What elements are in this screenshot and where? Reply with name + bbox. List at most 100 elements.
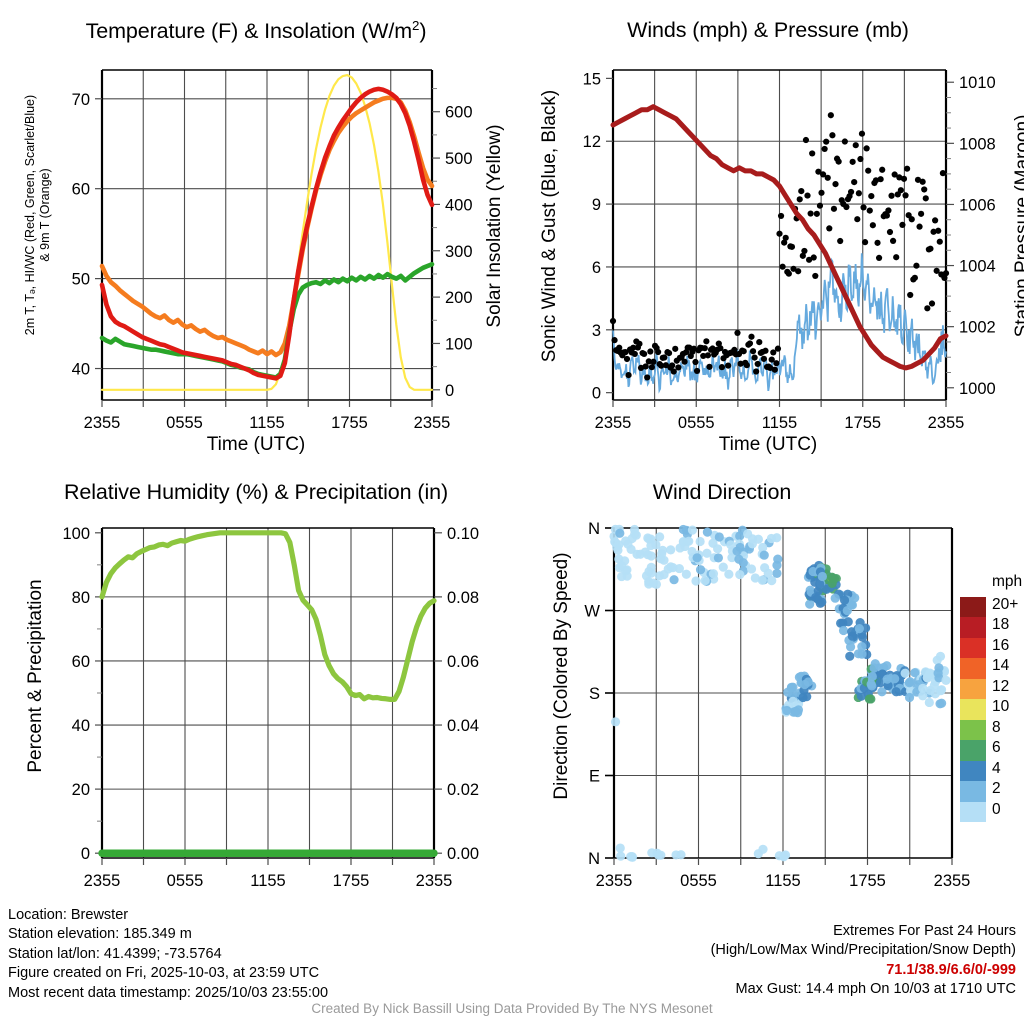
wind-direction-point	[678, 524, 688, 535]
y-tick-label-right: 500	[445, 150, 473, 168]
gust-point	[690, 345, 698, 352]
wind-direction-point	[864, 694, 875, 704]
max-gust: Max Gust: 14.4 mph On 10/03 at 1710 UTC	[735, 981, 1016, 998]
gust-point	[773, 360, 780, 367]
gust-point	[877, 176, 884, 183]
gust-point	[830, 205, 838, 212]
y-tick-label-left: 15	[583, 70, 601, 88]
gust-point	[823, 138, 830, 145]
gust-point	[644, 374, 651, 381]
gust-point	[718, 364, 726, 371]
y-tick-label-left: 3	[592, 322, 601, 340]
colorbar-tick-label: 4	[992, 759, 1001, 777]
x-tick-label: 1155	[249, 414, 284, 432]
figure-footer: Location: Brewster Station elevation: 18…	[0, 900, 1024, 1024]
wind-direction-point	[613, 545, 623, 555]
gust-point	[936, 238, 943, 245]
gust-point	[692, 358, 699, 366]
x-tick-label: 2355	[414, 414, 451, 432]
x-tick-label: 0555	[680, 872, 717, 890]
gust-point	[760, 355, 768, 362]
y-tick-label-left: 80	[72, 589, 90, 607]
wind-direction-scatter-group	[609, 524, 951, 862]
colorbar-band	[960, 740, 986, 761]
gust-point	[795, 268, 802, 275]
gust-point	[662, 362, 670, 369]
gust-point	[819, 171, 827, 178]
panel-winds-pressure: Winds (mph) & Pressure (mb) Sonic Wind &…	[512, 0, 1024, 460]
gust-point	[641, 350, 648, 358]
gust-point	[843, 203, 850, 211]
wind-direction-point	[936, 686, 946, 696]
gust-point	[907, 291, 914, 299]
colorbar-band	[960, 781, 986, 802]
gust-point	[911, 274, 918, 281]
wind-direction-point	[798, 692, 808, 703]
y-tick-label-right: 400	[445, 196, 473, 214]
wind-direction-point	[671, 850, 681, 860]
gust-point	[645, 358, 652, 365]
y-tick-label-left: 9	[592, 196, 601, 214]
colorbar-band	[960, 597, 986, 618]
wind-direction-point	[772, 568, 782, 578]
gust-point	[816, 202, 824, 209]
y-tick-label-right: 1002	[959, 319, 996, 337]
gust-point	[700, 352, 707, 360]
wind-direction-point	[702, 548, 712, 558]
y-tick-label: S	[589, 685, 600, 703]
gust-point	[942, 270, 950, 277]
wind-direction-point	[850, 593, 860, 603]
wind-direction-point	[708, 569, 719, 579]
wind-direction-y-axis-label: Direction (Colored By Speed)	[551, 552, 572, 800]
panel-wind-direction: Wind Direction Direction (Colored By Spe…	[512, 460, 1024, 905]
gust-point	[785, 270, 792, 277]
gust-point	[809, 150, 816, 157]
colorbar-band	[960, 699, 986, 720]
wind-direction-point	[773, 554, 783, 564]
series-line-9m-t	[99, 95, 435, 358]
gust-point	[762, 347, 769, 354]
gust-point	[829, 132, 836, 139]
y-tick-label-left: 20	[72, 781, 90, 799]
x-tick-label: 1755	[331, 414, 368, 432]
wind-direction-point	[910, 668, 920, 678]
gust-point	[681, 358, 688, 365]
gust-point	[865, 167, 872, 174]
wind-direction-point	[702, 527, 712, 537]
gust-point	[891, 171, 898, 178]
gust-point	[616, 344, 623, 351]
y-tick-label-right: 200	[445, 289, 473, 307]
wind-direction-point	[627, 852, 637, 862]
y-tick-label-right: 1000	[959, 380, 996, 398]
wind-direction-point	[735, 569, 745, 580]
wind-direction-point	[830, 593, 840, 603]
wind-direction-point	[623, 539, 633, 549]
y-tick-label-right: 0.10	[447, 525, 479, 543]
gust-point	[799, 252, 806, 259]
gust-point	[734, 329, 741, 337]
gust-point	[918, 210, 925, 217]
colorbar-tick-label: 20+	[992, 596, 1019, 613]
gust-point	[693, 367, 701, 375]
gust-point	[897, 187, 904, 194]
colorbar-tick-label: 2	[992, 780, 1001, 798]
wind-direction-point	[800, 679, 810, 690]
wind-direction-point	[904, 692, 915, 703]
y-tick-label-right: 1006	[959, 196, 996, 214]
gust-point	[788, 243, 796, 250]
gust-point	[675, 364, 682, 371]
gust-point	[863, 145, 870, 152]
series-line-2m-t	[99, 86, 435, 381]
wind-direction-point	[666, 545, 676, 555]
series-line-station-pressure	[610, 104, 949, 371]
gust-point	[801, 247, 808, 255]
gust-point	[860, 204, 867, 211]
gust-point	[818, 189, 825, 196]
gust-point	[888, 192, 895, 199]
gust-point	[869, 222, 876, 229]
gust-point	[781, 239, 788, 246]
x-tick-label: 2355	[928, 414, 965, 432]
x-tick-label: 1755	[333, 872, 370, 890]
colorbar-band	[960, 678, 986, 700]
gust-point	[609, 317, 617, 325]
